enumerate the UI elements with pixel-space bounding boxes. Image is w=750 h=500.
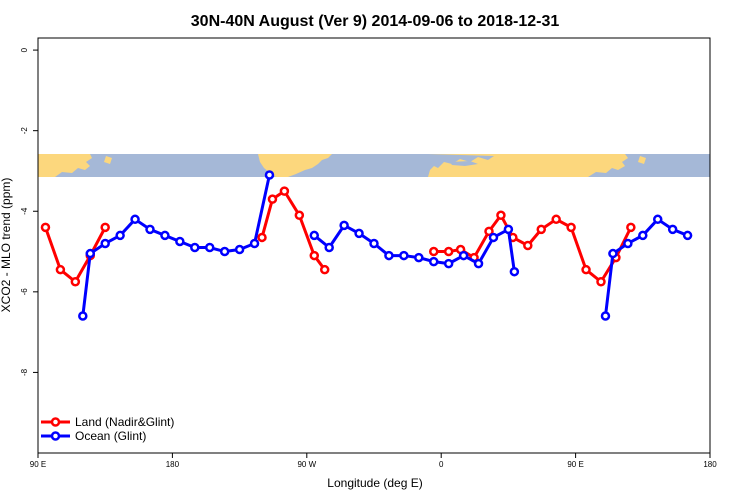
legend-marker	[50, 417, 61, 427]
data-point	[496, 210, 506, 221]
data-point	[667, 224, 678, 235]
y-tick-label: -4	[20, 207, 29, 215]
data-point	[600, 311, 611, 321]
data-point	[414, 252, 424, 263]
data-point	[100, 222, 110, 233]
x-tick-label: 90 E	[567, 460, 583, 469]
data-point	[267, 194, 278, 204]
legend: Land (Nadir&Glint)Ocean (Glint)	[41, 415, 174, 443]
data-point	[473, 258, 484, 269]
data-point	[204, 242, 215, 253]
data-point	[566, 222, 576, 233]
data-point	[219, 246, 230, 257]
data-point	[249, 238, 260, 249]
legend-label: Ocean (Glint)	[75, 429, 146, 443]
map-land-japan	[104, 156, 112, 164]
data-point	[309, 230, 320, 241]
data-point	[536, 224, 547, 235]
data-point	[55, 264, 66, 275]
axes: 90 E 180 90 W 0 90 E 180 0 -2 -4 -6 -8	[20, 37, 717, 469]
data-point	[551, 214, 561, 225]
data-point	[484, 226, 494, 237]
chart-title: 30N-40N August (Ver 9) 2014-09-06 to 201…	[191, 13, 560, 30]
data-point	[160, 230, 170, 241]
y-tick-label: -2	[20, 127, 29, 135]
map-sea-mediterranean	[450, 161, 478, 166]
data-point	[488, 232, 499, 243]
plot-frame	[37, 37, 711, 454]
map-land-eurasia-africa	[428, 154, 628, 177]
data-point	[145, 224, 155, 235]
data-point	[130, 214, 140, 225]
series-line	[44, 226, 107, 284]
x-tick-label: 180	[166, 460, 180, 469]
map-land-japan-repeat	[638, 156, 646, 164]
data-point	[354, 228, 364, 239]
x-tick-label: 90 W	[297, 460, 316, 469]
data-point	[339, 220, 349, 231]
data-point	[623, 238, 633, 249]
data-point	[40, 222, 51, 233]
data-point	[264, 170, 275, 180]
data-point	[234, 244, 245, 255]
data-point	[257, 232, 267, 243]
data-point	[443, 246, 454, 257]
world-map-strip	[38, 154, 710, 177]
data-point	[309, 250, 320, 261]
data-point	[509, 266, 520, 277]
data-point	[503, 224, 514, 235]
y-tick-label: 0	[20, 47, 29, 52]
data-point	[458, 250, 469, 261]
series-1	[78, 170, 693, 321]
data-point	[384, 250, 394, 261]
data-point	[70, 277, 81, 287]
data-point	[319, 264, 330, 275]
data-point	[115, 230, 125, 241]
legend-label: Land (Nadir&Glint)	[75, 415, 174, 429]
legend-marker	[50, 431, 61, 441]
data-point	[596, 277, 606, 287]
data-point	[608, 248, 618, 259]
data-point	[294, 210, 305, 221]
y-axis-label: XCO2 - MLO trend (ppm)	[0, 178, 13, 313]
data-point	[626, 222, 636, 233]
x-tick-label: 0	[439, 460, 444, 469]
data-point	[324, 242, 334, 253]
plot-area	[40, 170, 693, 321]
data-point	[279, 186, 290, 196]
data-point	[682, 230, 693, 241]
data-point	[399, 250, 409, 261]
map-land-asia	[38, 154, 92, 177]
data-point	[190, 242, 200, 253]
data-point	[428, 256, 439, 267]
data-point	[85, 248, 96, 259]
x-tick-label: 90 E	[30, 460, 46, 469]
map-land-north-america	[258, 154, 332, 177]
y-tick-label: -8	[20, 368, 29, 376]
data-point	[638, 230, 648, 241]
y-tick-label: -6	[20, 288, 29, 296]
x-tick-label: 180	[703, 460, 717, 469]
data-point	[443, 258, 454, 269]
data-point	[581, 264, 591, 275]
data-point	[100, 238, 110, 249]
data-point	[78, 311, 88, 321]
data-point	[369, 238, 379, 249]
data-point	[523, 240, 533, 251]
x-axis-label: Longitude (deg E)	[327, 476, 422, 490]
data-point	[428, 246, 439, 257]
data-point	[175, 236, 185, 247]
data-point	[652, 214, 663, 225]
